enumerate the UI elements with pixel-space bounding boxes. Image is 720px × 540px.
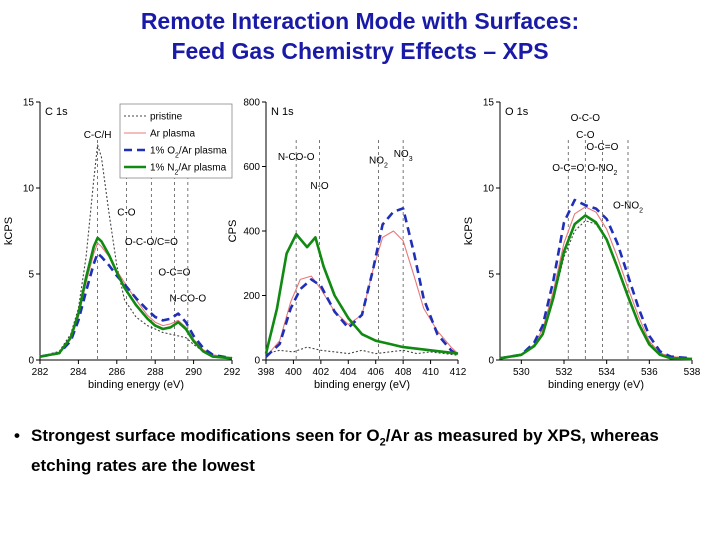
y-tick-label: 15 <box>23 98 35 109</box>
peak-annotation: O-NO2 <box>613 201 643 215</box>
series-line-pristine <box>265 346 459 356</box>
peak-annotation: O-C=O <box>552 163 584 174</box>
y-tick-label: 5 <box>488 270 494 281</box>
y-tick-label: 5 <box>28 270 34 281</box>
y-tick-label: 0 <box>488 356 494 367</box>
y-tick-label: 800 <box>243 98 260 109</box>
x-tick-label: 286 <box>108 367 125 378</box>
legend-label-n2: 1% N2/Ar plasma <box>150 163 227 177</box>
legend-label-rest: /Ar plasma <box>178 163 226 174</box>
panel-o-1s: 530 532 534 536 538 0 5 10 15 binding energy (eV)… <box>463 98 701 392</box>
series-line-pristine <box>39 144 233 359</box>
peak-annotation: O-C-O <box>571 113 601 124</box>
peak-annotation-subscript: 2 <box>639 207 643 214</box>
x-tick-label: 282 <box>32 367 49 378</box>
peak-annotation: O-C-O/C=O <box>125 237 178 248</box>
y-tick-label: 10 <box>23 184 35 195</box>
panel-n-1s: 398 400 402 404 406 408 410 412 0 200 400 600 800 bin… <box>227 98 467 392</box>
x-tick-label: 284 <box>70 367 87 378</box>
legend-label-ar: Ar plasma <box>150 129 195 140</box>
legend-label-pristine: pristine <box>150 112 183 123</box>
peak-annotation: NO2 <box>369 155 388 169</box>
y-tick-label: 400 <box>243 227 260 238</box>
legend-label-n2-subscript: 2 <box>174 169 178 176</box>
x-tick-label: 406 <box>367 367 384 378</box>
peak-annotation: N-O <box>310 181 329 192</box>
legend-label-o2: 1% O2/Ar plasma <box>150 146 227 160</box>
y-axis-label: kCPS <box>3 217 15 245</box>
x-axis-label: binding energy (eV) <box>314 379 410 391</box>
x-tick-label: 408 <box>395 367 412 378</box>
legend-label-rest: /Ar plasma <box>179 146 227 157</box>
peak-annotation: O-C=O <box>586 142 618 153</box>
legend-label-o2-subscript: 2 <box>175 152 179 159</box>
peak-annotation: NO3 <box>394 149 413 163</box>
peak-annotation: C-O <box>576 130 595 141</box>
x-tick-label: 288 <box>147 367 164 378</box>
peak-annotation: C-O <box>117 208 136 219</box>
x-axis-label: binding energy (eV) <box>88 379 184 391</box>
peak-annotation-subscript: 3 <box>409 155 413 162</box>
bullet-text-subscript: 2 <box>379 436 386 449</box>
x-tick-label: 536 <box>641 367 658 378</box>
bullet-symbol: • <box>14 426 20 445</box>
x-tick-label: 532 <box>556 367 573 378</box>
slide-title: Remote Interaction Mode with Surfaces: F… <box>0 6 720 66</box>
bullet-text: Strongest surface modifications seen for… <box>31 424 704 477</box>
x-tick-label: 410 <box>422 367 439 378</box>
series-line-n2 <box>39 236 233 360</box>
series-line-n2 <box>264 232 459 355</box>
peak-annotation: N-CO-O <box>170 294 207 305</box>
x-tick-label: 290 <box>185 367 202 378</box>
y-axis-label: kCPS <box>463 217 475 245</box>
x-tick-label: 412 <box>450 367 467 378</box>
x-tick-label: 538 <box>684 367 701 378</box>
peak-annotation-subscript: 2 <box>614 169 618 176</box>
series-line-n2 <box>499 214 693 361</box>
peak-annotation-subscript: 2 <box>384 162 388 169</box>
y-tick-label: 10 <box>483 184 495 195</box>
x-tick-label: 404 <box>340 367 357 378</box>
x-tick-label: 530 <box>513 367 530 378</box>
panel-label: N 1s <box>271 106 294 118</box>
legend: pristine Ar plasma 1% O2/Ar plasma 1% N2/Ar… <box>119 103 233 179</box>
x-tick-label: 534 <box>598 367 615 378</box>
peak-annotation: O-C=O <box>158 268 190 279</box>
y-axis-label: CPS <box>227 220 239 243</box>
slide-title-line-1: Remote Interaction Mode with Surfaces: <box>140 8 580 34</box>
y-tick-label: 200 <box>243 291 260 302</box>
y-tick-label: 0 <box>28 356 34 367</box>
panel-label: O 1s <box>505 106 529 118</box>
bullet-point: • Strongest surface modifications seen f… <box>14 424 704 477</box>
slide-title-line-2: Feed Gas Chemistry Effects – XPS <box>171 38 549 64</box>
x-tick-label: 398 <box>258 367 275 378</box>
series-line-ar <box>499 206 693 359</box>
panel-label: C 1s <box>45 106 68 118</box>
peak-annotation: C-C/H <box>84 130 112 141</box>
series-line-o2 <box>499 198 693 360</box>
peak-annotation: O-NO2 <box>587 163 617 177</box>
series-line-o2 <box>265 207 459 358</box>
x-tick-label: 400 <box>285 367 302 378</box>
y-tick-label: 600 <box>243 162 260 173</box>
x-tick-label: 292 <box>224 367 241 378</box>
xps-figure: 282 284 286 288 290 292 0 5 10 15 binding energy (… <box>0 90 720 410</box>
y-tick-label: 15 <box>483 98 495 109</box>
legend-box <box>119 103 233 179</box>
bullet-text-part-2: /Ar as measured by XPS, whereas etching … <box>31 426 659 476</box>
x-axis-label: binding energy (eV) <box>548 379 644 391</box>
peak-annotation: N-CO-O <box>278 152 315 163</box>
y-tick-label: 0 <box>254 356 260 367</box>
x-tick-label: 402 <box>313 367 330 378</box>
bullet-text-part-1: Strongest surface modifications seen for… <box>31 426 380 445</box>
